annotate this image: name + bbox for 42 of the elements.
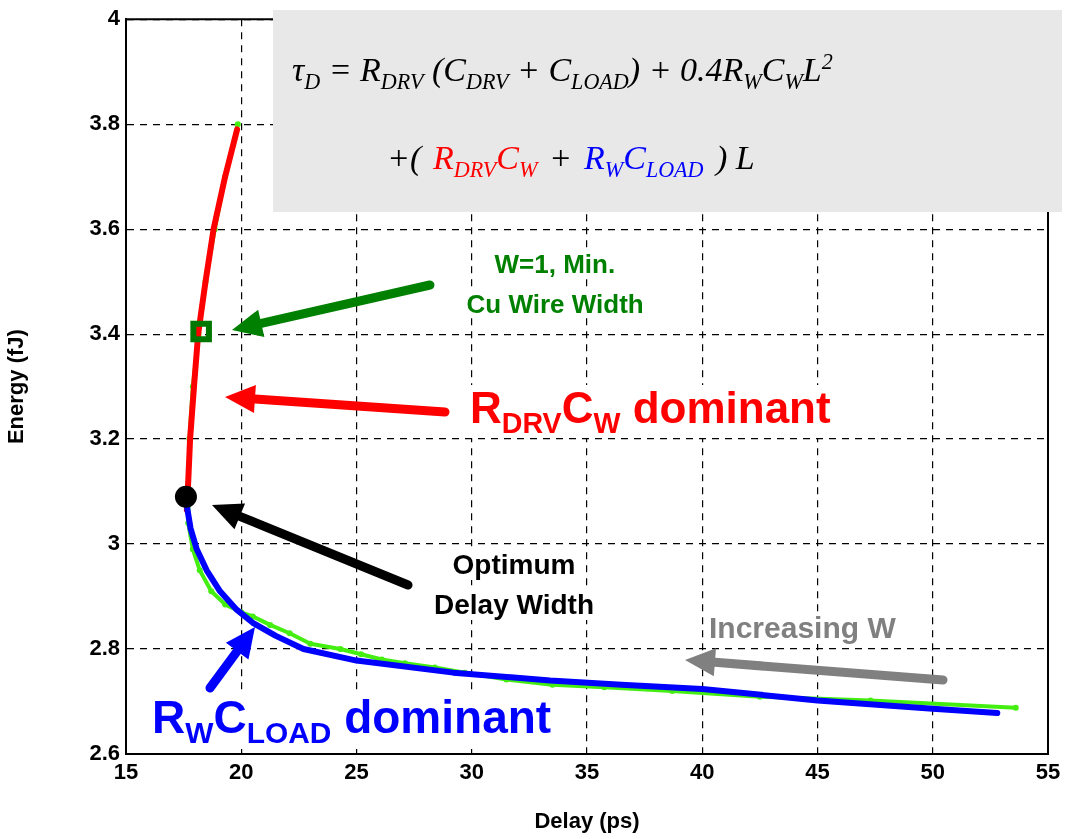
annotation: Increasing W [707,611,898,644]
y-tick-label: 4 [107,5,121,31]
x-tick-label: 20 [229,759,254,785]
annotation: R$_{W}$C$_{LOAD}$ [583,139,705,182]
y-tick-label: 2.8 [89,635,120,661]
point [196,567,203,574]
point [358,651,365,658]
text: τ$_{D}$ = R$_{DRV}$ (C$_{DRV}$ + C$_{LOAD}$) + 0.4R$_{W}$C$_{W}$L$^{2}$ [292,49,833,95]
annotation: R$_{DRV}$C$_{W}$ [432,139,540,182]
annotation: Cu Wire Width [464,289,646,319]
x-axis-title: Delay (ps) [534,807,640,833]
y-tick-label: 3 [107,530,120,556]
point [1012,704,1019,711]
y-tick-label: 3.6 [89,215,120,241]
annotation: + [548,139,573,176]
point [208,588,215,595]
point [174,485,197,508]
point [267,621,274,628]
annotation: R$_{W}$C$_{LOAD}$ dominant [150,691,554,750]
y-tick-label: 3.2 [89,425,120,451]
x-tick-label: 30 [459,759,484,785]
annotation: R$_{DRV}$C$_{W}$ dominant [468,383,833,439]
y-tick-label: 3.4 [89,320,121,346]
annotation: +( [386,139,424,176]
annotation: Optimum [450,549,578,580]
point [307,640,314,647]
y-tick-label: 3.8 [89,110,120,136]
point [190,320,212,343]
x-tick-label: 55 [1035,759,1061,785]
x-tick-label: 45 [805,759,830,785]
annotation: W=1, Min. [492,249,618,279]
point [234,121,241,128]
point [337,646,344,653]
point [286,630,293,637]
x-tick-label: 15 [113,759,139,785]
y-axis-title: Energy (fJ) [3,329,29,445]
x-tick-label: 50 [920,759,945,785]
annotation: ) L [714,139,756,176]
x-tick-label: 25 [344,759,369,785]
x-tick-label: 35 [574,759,600,785]
annotation: Delay Width [432,589,596,620]
x-tick-label: 40 [690,759,715,785]
